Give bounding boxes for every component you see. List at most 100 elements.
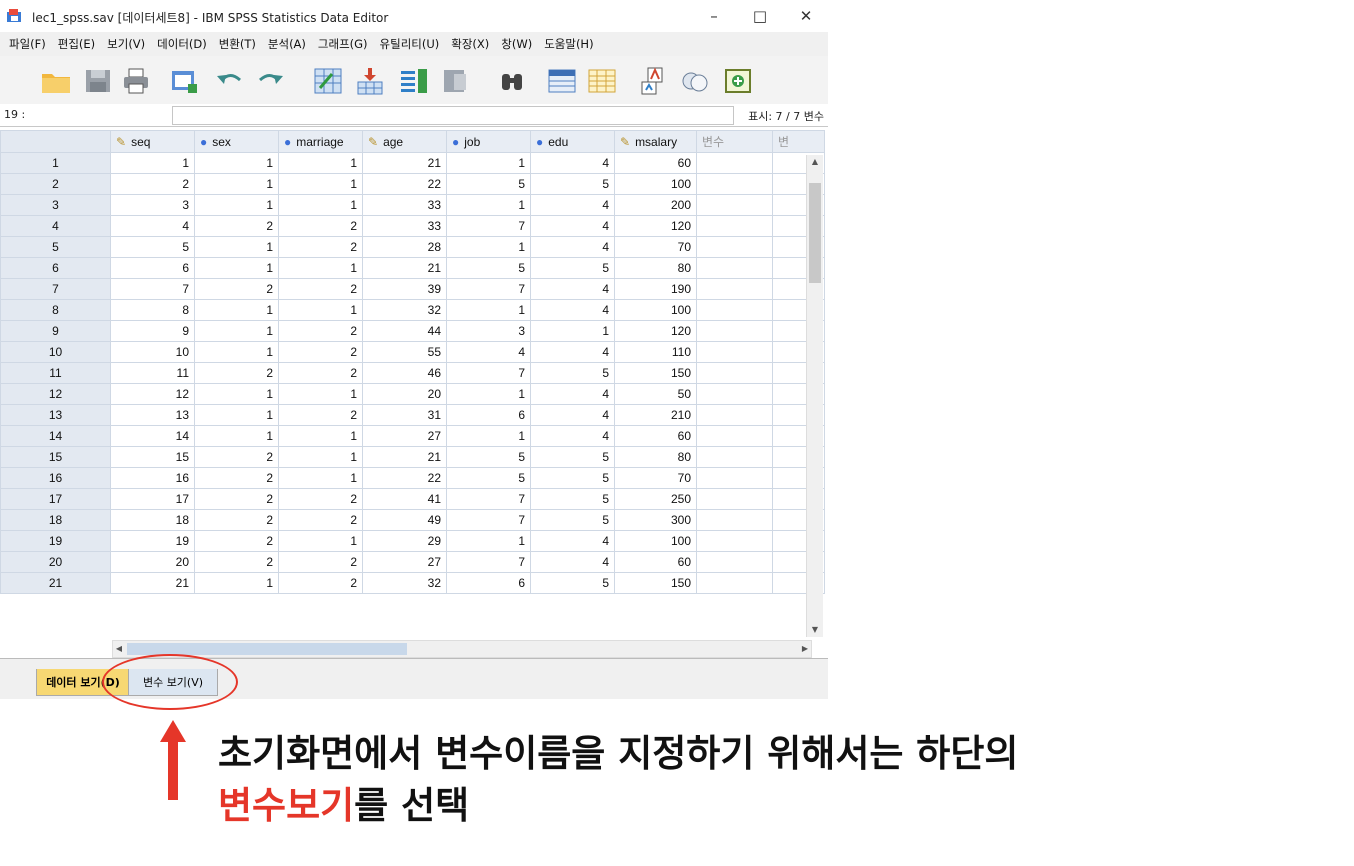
data-cell[interactable]: 210	[614, 404, 697, 426]
data-cell[interactable]: 2	[278, 509, 363, 531]
empty-cell[interactable]	[696, 509, 773, 531]
data-cell[interactable]: 2	[278, 404, 363, 426]
data-cell[interactable]: 6	[446, 572, 531, 594]
row-header[interactable]: 15	[0, 446, 111, 468]
data-cell[interactable]: 2	[194, 530, 279, 552]
data-cell[interactable]: 4	[530, 425, 615, 447]
menu-analyze[interactable]: 분석(A)	[267, 37, 306, 51]
data-cell[interactable]: 2	[194, 467, 279, 489]
insert-variable-icon[interactable]	[586, 66, 618, 96]
data-cell[interactable]: 5	[110, 236, 195, 258]
data-cell[interactable]: 1	[194, 194, 279, 216]
data-cell[interactable]: 1	[278, 383, 363, 405]
data-cell[interactable]: 1	[446, 299, 531, 321]
horizontal-scroll-thumb[interactable]	[127, 643, 407, 655]
data-cell[interactable]: 1	[194, 320, 279, 342]
data-cell[interactable]: 5	[530, 572, 615, 594]
data-cell[interactable]: 20	[362, 383, 447, 405]
column-header[interactable]: 변수	[696, 130, 773, 153]
row-header[interactable]: 7	[0, 278, 111, 300]
menu-utilities[interactable]: 유틸리티(U)	[379, 37, 440, 51]
data-cell[interactable]: 4	[530, 530, 615, 552]
data-cell[interactable]: 22	[362, 173, 447, 195]
empty-cell[interactable]	[696, 194, 773, 216]
empty-cell[interactable]	[696, 341, 773, 363]
empty-cell[interactable]	[696, 215, 773, 237]
run-descriptives-icon[interactable]	[440, 66, 472, 96]
goto-variable-icon[interactable]	[354, 66, 386, 96]
data-cell[interactable]: 2	[194, 215, 279, 237]
data-cell[interactable]: 2	[110, 173, 195, 195]
data-cell[interactable]: 5	[446, 446, 531, 468]
data-cell[interactable]: 4	[446, 341, 531, 363]
row-header[interactable]: 10	[0, 341, 111, 363]
data-cell[interactable]: 1	[278, 173, 363, 195]
data-cell[interactable]: 2	[194, 446, 279, 468]
data-cell[interactable]: 1	[194, 236, 279, 258]
variables-icon[interactable]	[398, 66, 430, 96]
data-cell[interactable]: 2	[194, 278, 279, 300]
data-cell[interactable]: 2	[278, 488, 363, 510]
data-cell[interactable]: 2	[278, 215, 363, 237]
empty-cell[interactable]	[696, 425, 773, 447]
split-file-icon[interactable]	[640, 66, 672, 96]
data-cell[interactable]: 31	[362, 404, 447, 426]
scroll-right-icon[interactable]: ▶	[801, 644, 809, 653]
data-cell[interactable]: 7	[446, 278, 531, 300]
undo-icon[interactable]	[214, 66, 246, 96]
empty-cell[interactable]	[696, 488, 773, 510]
column-header[interactable]: ✎ seq	[110, 130, 195, 153]
data-cell[interactable]: 21	[362, 152, 447, 174]
data-cell[interactable]: 1	[194, 257, 279, 279]
data-cell[interactable]: 2	[278, 278, 363, 300]
data-cell[interactable]: 15	[110, 446, 195, 468]
data-cell[interactable]: 100	[614, 173, 697, 195]
data-cell[interactable]: 60	[614, 425, 697, 447]
data-cell[interactable]: 1	[194, 404, 279, 426]
data-cell[interactable]: 3	[110, 194, 195, 216]
data-cell[interactable]: 100	[614, 530, 697, 552]
data-cell[interactable]: 5	[530, 446, 615, 468]
data-cell[interactable]: 2	[194, 362, 279, 384]
data-cell[interactable]: 12	[110, 383, 195, 405]
row-header[interactable]: 3	[0, 194, 111, 216]
data-cell[interactable]: 1	[278, 425, 363, 447]
data-cell[interactable]: 80	[614, 257, 697, 279]
row-header[interactable]: 5	[0, 236, 111, 258]
row-header[interactable]: 8	[0, 299, 111, 321]
menu-graphs[interactable]: 그래프(G)	[317, 37, 368, 51]
data-cell[interactable]: 8	[110, 299, 195, 321]
data-cell[interactable]: 80	[614, 446, 697, 468]
value-labels-icon[interactable]	[678, 66, 710, 96]
data-cell[interactable]: 32	[362, 299, 447, 321]
dialog-recall-icon[interactable]	[168, 66, 200, 96]
data-cell[interactable]: 2	[194, 551, 279, 573]
data-cell[interactable]: 2	[278, 362, 363, 384]
menu-window[interactable]: 창(W)	[501, 37, 533, 51]
data-cell[interactable]: 50	[614, 383, 697, 405]
row-header[interactable]: 2	[0, 173, 111, 195]
data-cell[interactable]: 1	[278, 530, 363, 552]
data-cell[interactable]: 39	[362, 278, 447, 300]
data-cell[interactable]: 1	[194, 383, 279, 405]
empty-cell[interactable]	[696, 278, 773, 300]
empty-cell[interactable]	[696, 299, 773, 321]
column-header[interactable]: ● job	[446, 130, 531, 153]
menu-transform[interactable]: 변환(T)	[218, 37, 256, 51]
empty-cell[interactable]	[696, 152, 773, 174]
print-icon[interactable]	[120, 66, 152, 96]
data-cell[interactable]: 4	[530, 194, 615, 216]
data-cell[interactable]: 120	[614, 215, 697, 237]
data-cell[interactable]: 18	[110, 509, 195, 531]
data-cell[interactable]: 2	[278, 236, 363, 258]
minimize-button[interactable]: –	[710, 7, 718, 25]
data-cell[interactable]: 1	[530, 320, 615, 342]
data-cell[interactable]: 1	[446, 152, 531, 174]
vertical-scrollbar[interactable]: ▲ ▼	[806, 155, 823, 637]
data-cell[interactable]: 110	[614, 341, 697, 363]
empty-cell[interactable]	[696, 551, 773, 573]
data-cell[interactable]: 1	[278, 257, 363, 279]
column-header[interactable]: ✎ msalary	[614, 130, 697, 153]
data-cell[interactable]: 1	[194, 173, 279, 195]
data-cell[interactable]: 1	[278, 467, 363, 489]
